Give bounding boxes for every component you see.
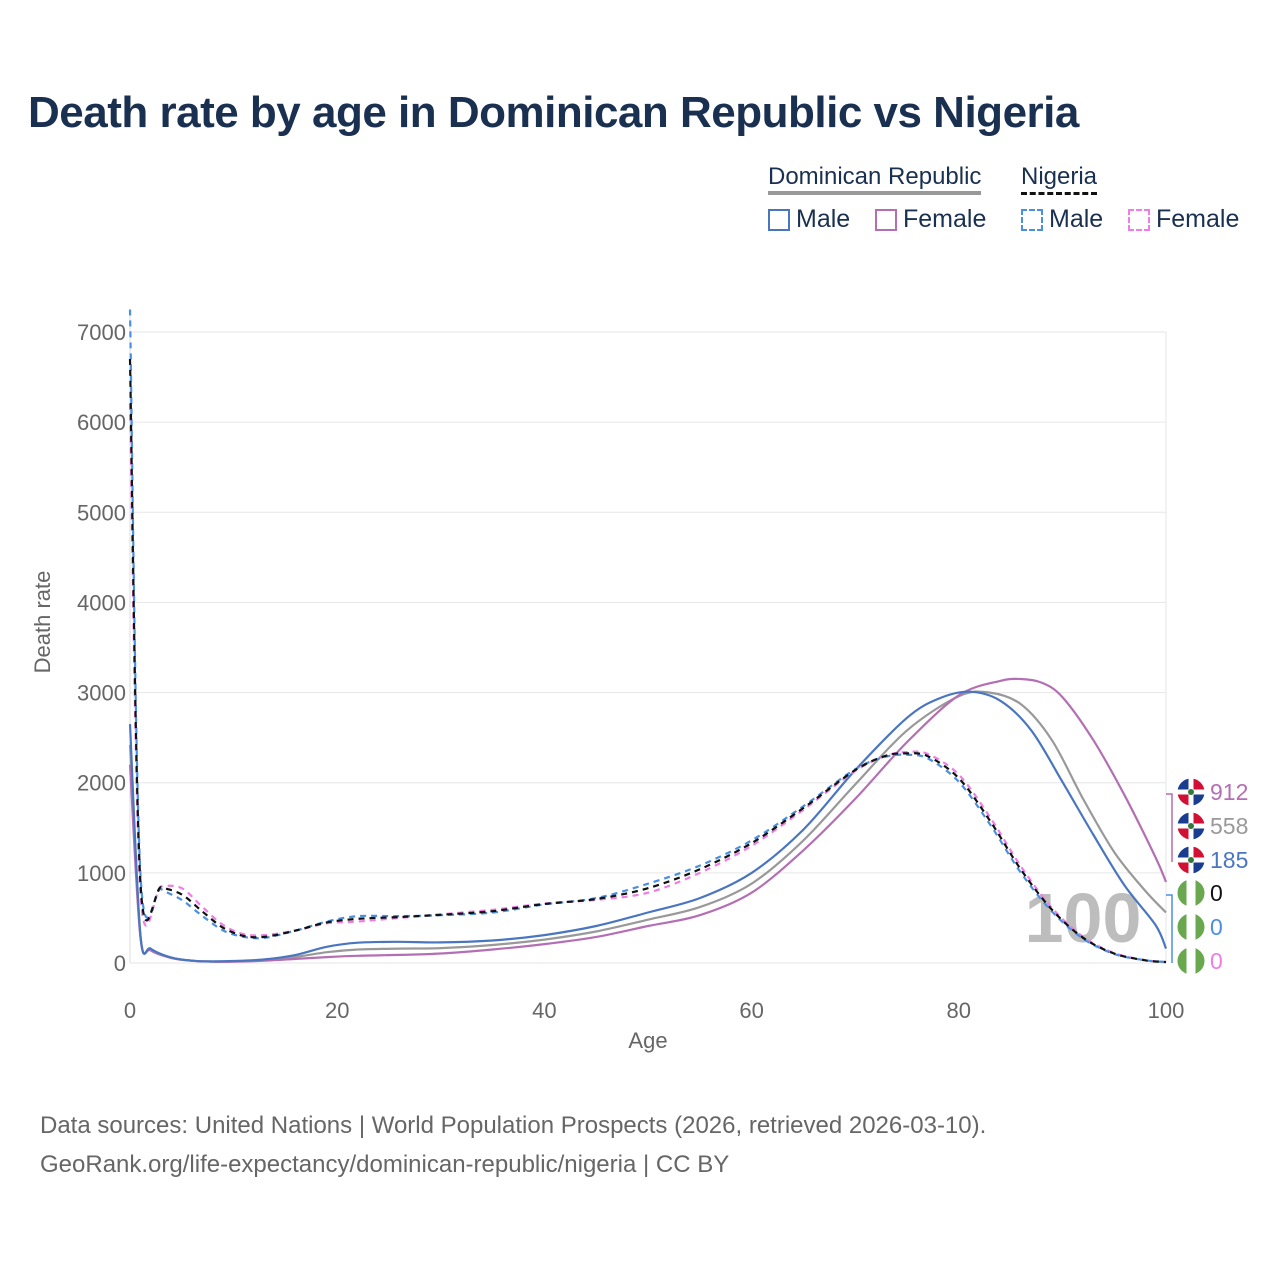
end-label-value: 185 (1210, 847, 1248, 873)
source-line: Data sources: United Nations | World Pop… (40, 1112, 987, 1139)
end-label-value: 0 (1210, 948, 1223, 974)
flag-ring (1176, 845, 1206, 875)
end-labels: 912 558 185 0 0 0 (1166, 777, 1248, 976)
end-label-bracket (1166, 793, 1173, 862)
series-line-dominican-republic-male (128, 690, 1168, 963)
y-tick-label: 5000 (77, 500, 126, 525)
flag-emblem (1188, 789, 1194, 795)
dominican-republic-flag-icon (1176, 811, 1206, 841)
x-tick-label: 80 (947, 998, 971, 1023)
flag-band (1195, 913, 1205, 941)
flag-band (1177, 947, 1187, 975)
flag-emblem (1188, 823, 1194, 829)
chart-title: Death rate by age in Dominican Republic … (28, 88, 1079, 137)
source-url[interactable]: GeoRank.org/life-expectancy/dominican-re… (40, 1151, 730, 1178)
y-tick-label: 1000 (77, 861, 126, 886)
age-marker-label: 100 (1025, 879, 1142, 957)
flag-ring (1176, 946, 1206, 976)
x-tick-label: 100 (1148, 998, 1185, 1023)
y-tick-label: 7000 (77, 320, 126, 345)
x-tick-label: 60 (739, 998, 763, 1023)
series (128, 309, 1168, 964)
end-label-value: 0 (1210, 880, 1223, 906)
flag-body (1177, 879, 1205, 907)
flag-emblem (1188, 857, 1194, 863)
x-axis-label: Age (628, 1028, 667, 1053)
end-label-value: 912 (1210, 779, 1248, 805)
nigeria-flag-icon (1176, 912, 1206, 942)
series-line-nigeria-female (128, 404, 1167, 964)
dominican-republic-flag-icon (1176, 777, 1206, 807)
flag-ring (1176, 912, 1206, 942)
flag-ring (1176, 811, 1206, 841)
flag-ring (1176, 777, 1206, 807)
x-tick-label: 20 (325, 998, 349, 1023)
x-tick-label: 0 (124, 998, 136, 1023)
series-line-nigeria-total (128, 358, 1167, 964)
flag-body (1177, 913, 1205, 941)
source-note: Data sources: United Nations | World Pop… (40, 1106, 986, 1184)
flag-band (1177, 879, 1187, 907)
nigeria-flag-icon (1176, 878, 1206, 908)
x-tick-label: 40 (532, 998, 556, 1023)
nigeria-flag-icon (1176, 946, 1206, 976)
y-tick-label: 6000 (77, 410, 126, 435)
flag-band (1195, 947, 1205, 975)
end-label-bracket (1166, 894, 1173, 963)
y-tick-label: 4000 (77, 590, 126, 615)
end-label-value: 558 (1210, 813, 1248, 839)
series-line-dominican-republic-total (128, 690, 1167, 963)
end-label-value: 0 (1210, 914, 1223, 940)
flag-body (1177, 947, 1205, 975)
y-axis-label: Death rate (30, 571, 55, 674)
y-tick-label: 3000 (77, 681, 126, 706)
dominican-republic-flag-icon (1176, 845, 1206, 875)
y-tick-label: 2000 (77, 771, 126, 796)
y-tick-label: 0 (114, 951, 126, 976)
series-line-nigeria-male (128, 309, 1167, 963)
flag-band (1177, 913, 1187, 941)
flag-band (1195, 879, 1205, 907)
grid (130, 331, 1166, 964)
flag-ring (1176, 878, 1206, 908)
